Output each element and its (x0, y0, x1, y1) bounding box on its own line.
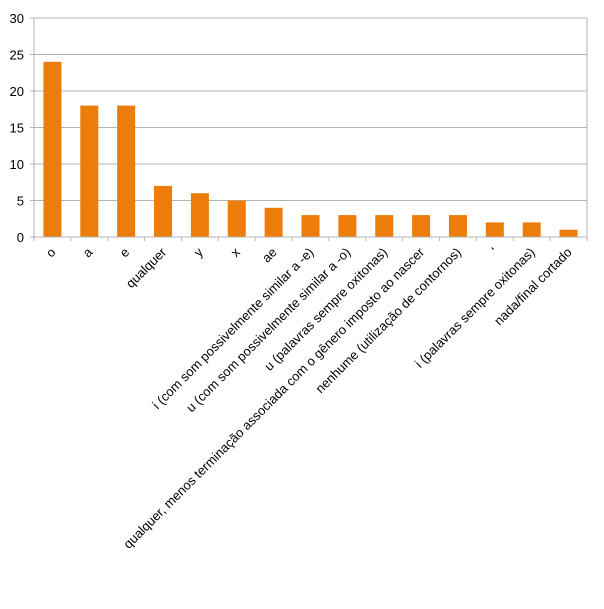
x-tick-label: y (191, 244, 207, 260)
x-tick-label: e (117, 245, 133, 261)
bar (80, 105, 99, 237)
axis-layer: 0 5 10 15 20 25 30 (10, 11, 588, 245)
x-tick-label: qualquer (123, 244, 170, 291)
y-tick-label: 10 (10, 157, 24, 172)
x-tick-label: a (80, 244, 96, 260)
y-tick-label: 5 (17, 194, 24, 209)
y-tick-label: 30 (10, 11, 24, 26)
grid-layer (34, 17, 588, 237)
bar (559, 229, 578, 237)
bar (485, 222, 504, 237)
x-tick-label: ae (259, 245, 280, 266)
bar (301, 215, 320, 237)
y-tick-label: 20 (10, 84, 24, 99)
bar (264, 207, 283, 237)
x-tick-label: ' (489, 245, 501, 257)
bar (375, 215, 394, 237)
bar (448, 215, 467, 237)
bar (227, 200, 246, 237)
bar (154, 185, 173, 237)
bar-layer (43, 61, 578, 237)
bar (522, 222, 541, 237)
bar (338, 215, 357, 237)
bar (190, 193, 209, 237)
y-tick-label: 15 (10, 121, 24, 136)
y-tick-label: 0 (17, 230, 24, 245)
bar (43, 61, 62, 237)
x-tick-label: o (43, 245, 59, 261)
bar (412, 215, 431, 237)
bar (117, 105, 136, 237)
y-tick-label: 25 (10, 48, 24, 63)
x-tick-label: x (228, 244, 244, 260)
